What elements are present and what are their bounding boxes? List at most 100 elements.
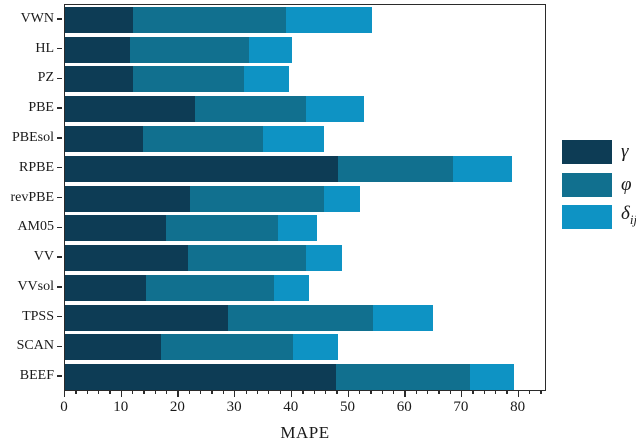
- bar-segment-γ-VWN: [65, 6, 133, 33]
- bar-segment-γ-HL: [65, 36, 131, 63]
- bar-segment-φ-revPBE: [190, 185, 324, 212]
- bar-segment-δ-PBEsol: [262, 126, 324, 152]
- bar-segment-δ-TPSS: [373, 304, 433, 331]
- x-minor-tick: [268, 391, 270, 394]
- category-label-HL: HL: [35, 40, 54, 56]
- legend-swatch-δ: [562, 205, 612, 229]
- x-tick-label-40: 40: [283, 399, 299, 415]
- x-tick-label-50: 50: [340, 399, 355, 415]
- x-minor-tick: [222, 391, 225, 394]
- x-minor-tick: [166, 391, 168, 394]
- x-tick-label-60: 60: [396, 399, 412, 415]
- x-minor-tick: [324, 391, 327, 394]
- x-minor-tick: [143, 391, 145, 394]
- x-major-tick: [290, 391, 293, 397]
- bar-segment-δ-VV: [305, 245, 343, 271]
- x-minor-tick: [279, 391, 281, 394]
- x-major-tick: [517, 391, 519, 397]
- legend-entry-γ: γ: [562, 140, 629, 164]
- x-major-tick: [177, 391, 179, 397]
- bar-segment-γ-VVsol: [65, 274, 146, 301]
- x-tick-label-30: 30: [226, 399, 242, 415]
- x-minor-tick: [109, 391, 111, 394]
- x-minor-tick: [336, 391, 338, 394]
- y-tick: [57, 107, 62, 109]
- bar-segment-φ-PZ: [132, 66, 244, 93]
- x-minor-tick: [75, 391, 77, 394]
- category-label-PBEsol: PBEsol: [11, 130, 54, 145]
- legend-entry-δ: δij: [562, 203, 636, 229]
- bar-segment-φ-AM05: [165, 215, 279, 242]
- x-minor-tick: [449, 391, 451, 394]
- bar-segment-δ-BEEF: [469, 364, 514, 391]
- bar-segment-φ-VVsol: [145, 274, 274, 301]
- bar-segment-δ-PZ: [243, 66, 289, 93]
- category-label-AM05: AM05: [17, 219, 54, 235]
- x-major-tick: [234, 391, 236, 397]
- bar-segment-γ-PZ: [65, 66, 133, 93]
- bar-segment-φ-BEEF: [336, 364, 470, 391]
- legend-entry-φ: φ: [562, 172, 632, 197]
- y-tick: [57, 315, 62, 318]
- bar-segment-δ-AM05: [278, 215, 318, 242]
- bar-segment-δ-revPBE: [323, 185, 360, 212]
- legend-label-δ: δij: [621, 203, 636, 227]
- bar-segment-δ-SCAN: [293, 334, 338, 361]
- bar-segment-δ-RPBE: [452, 155, 512, 182]
- bar-row-VVsol: [65, 274, 310, 301]
- x-major-tick: [347, 391, 349, 397]
- category-label-SCAN: SCAN: [16, 338, 54, 354]
- category-label-PZ: PZ: [37, 70, 54, 86]
- bar-row-VV: [65, 245, 343, 271]
- x-minor-tick: [358, 391, 361, 394]
- x-minor-tick: [313, 391, 315, 394]
- x-axis-title: MAPE: [280, 423, 330, 442]
- x-tick-label-10: 10: [113, 399, 129, 415]
- category-label-revPBE: revPBE: [10, 189, 54, 205]
- category-label-VWN: VWN: [20, 10, 54, 26]
- x-minor-tick: [506, 391, 508, 394]
- y-tick: [57, 375, 62, 377]
- x-minor-tick: [370, 391, 372, 394]
- y-tick: [57, 47, 62, 50]
- y-tick: [57, 18, 62, 20]
- bar-segment-δ-VVsol: [273, 274, 310, 301]
- x-minor-tick: [256, 391, 259, 394]
- x-major-tick: [120, 391, 123, 397]
- bar-segment-φ-PBE: [195, 96, 306, 123]
- x-minor-tick: [98, 391, 100, 394]
- x-tick-label-70: 70: [453, 399, 469, 415]
- bar-segment-φ-PBEsol: [143, 126, 263, 152]
- bar-segment-γ-PBEsol: [65, 126, 144, 152]
- bar-row-AM05: [65, 215, 318, 242]
- bar-segment-γ-VV: [65, 245, 189, 271]
- bar-segment-γ-BEEF: [65, 364, 337, 391]
- y-tick: [57, 256, 62, 258]
- x-minor-tick: [154, 391, 157, 394]
- bar-segment-δ-HL: [248, 36, 293, 63]
- bar-segment-δ-VWN: [285, 6, 372, 33]
- x-minor-tick: [200, 391, 202, 394]
- category-label-RPBE: RPBE: [18, 159, 54, 175]
- x-minor-tick: [529, 391, 531, 394]
- bar-segment-φ-HL: [130, 36, 249, 63]
- x-minor-tick: [381, 391, 383, 394]
- bar-segment-γ-revPBE: [65, 185, 191, 212]
- bar-segment-δ-PBE: [305, 96, 365, 123]
- category-label-VVsol: VVsol: [17, 278, 54, 294]
- bar-row-PBE: [65, 96, 365, 123]
- bar-segment-γ-SCAN: [65, 334, 162, 361]
- y-tick: [57, 77, 62, 80]
- bar-row-VWN: [65, 6, 372, 33]
- x-minor-tick: [245, 391, 247, 394]
- y-tick: [57, 137, 62, 139]
- plot-area: [64, 4, 546, 391]
- x-tick-label-20: 20: [169, 399, 185, 415]
- category-label-BEEF: BEEF: [19, 368, 54, 384]
- x-minor-tick: [132, 391, 134, 394]
- y-tick: [57, 196, 62, 199]
- x-minor-tick: [415, 391, 417, 394]
- bar-segment-γ-AM05: [65, 215, 166, 242]
- x-minor-tick: [426, 391, 429, 394]
